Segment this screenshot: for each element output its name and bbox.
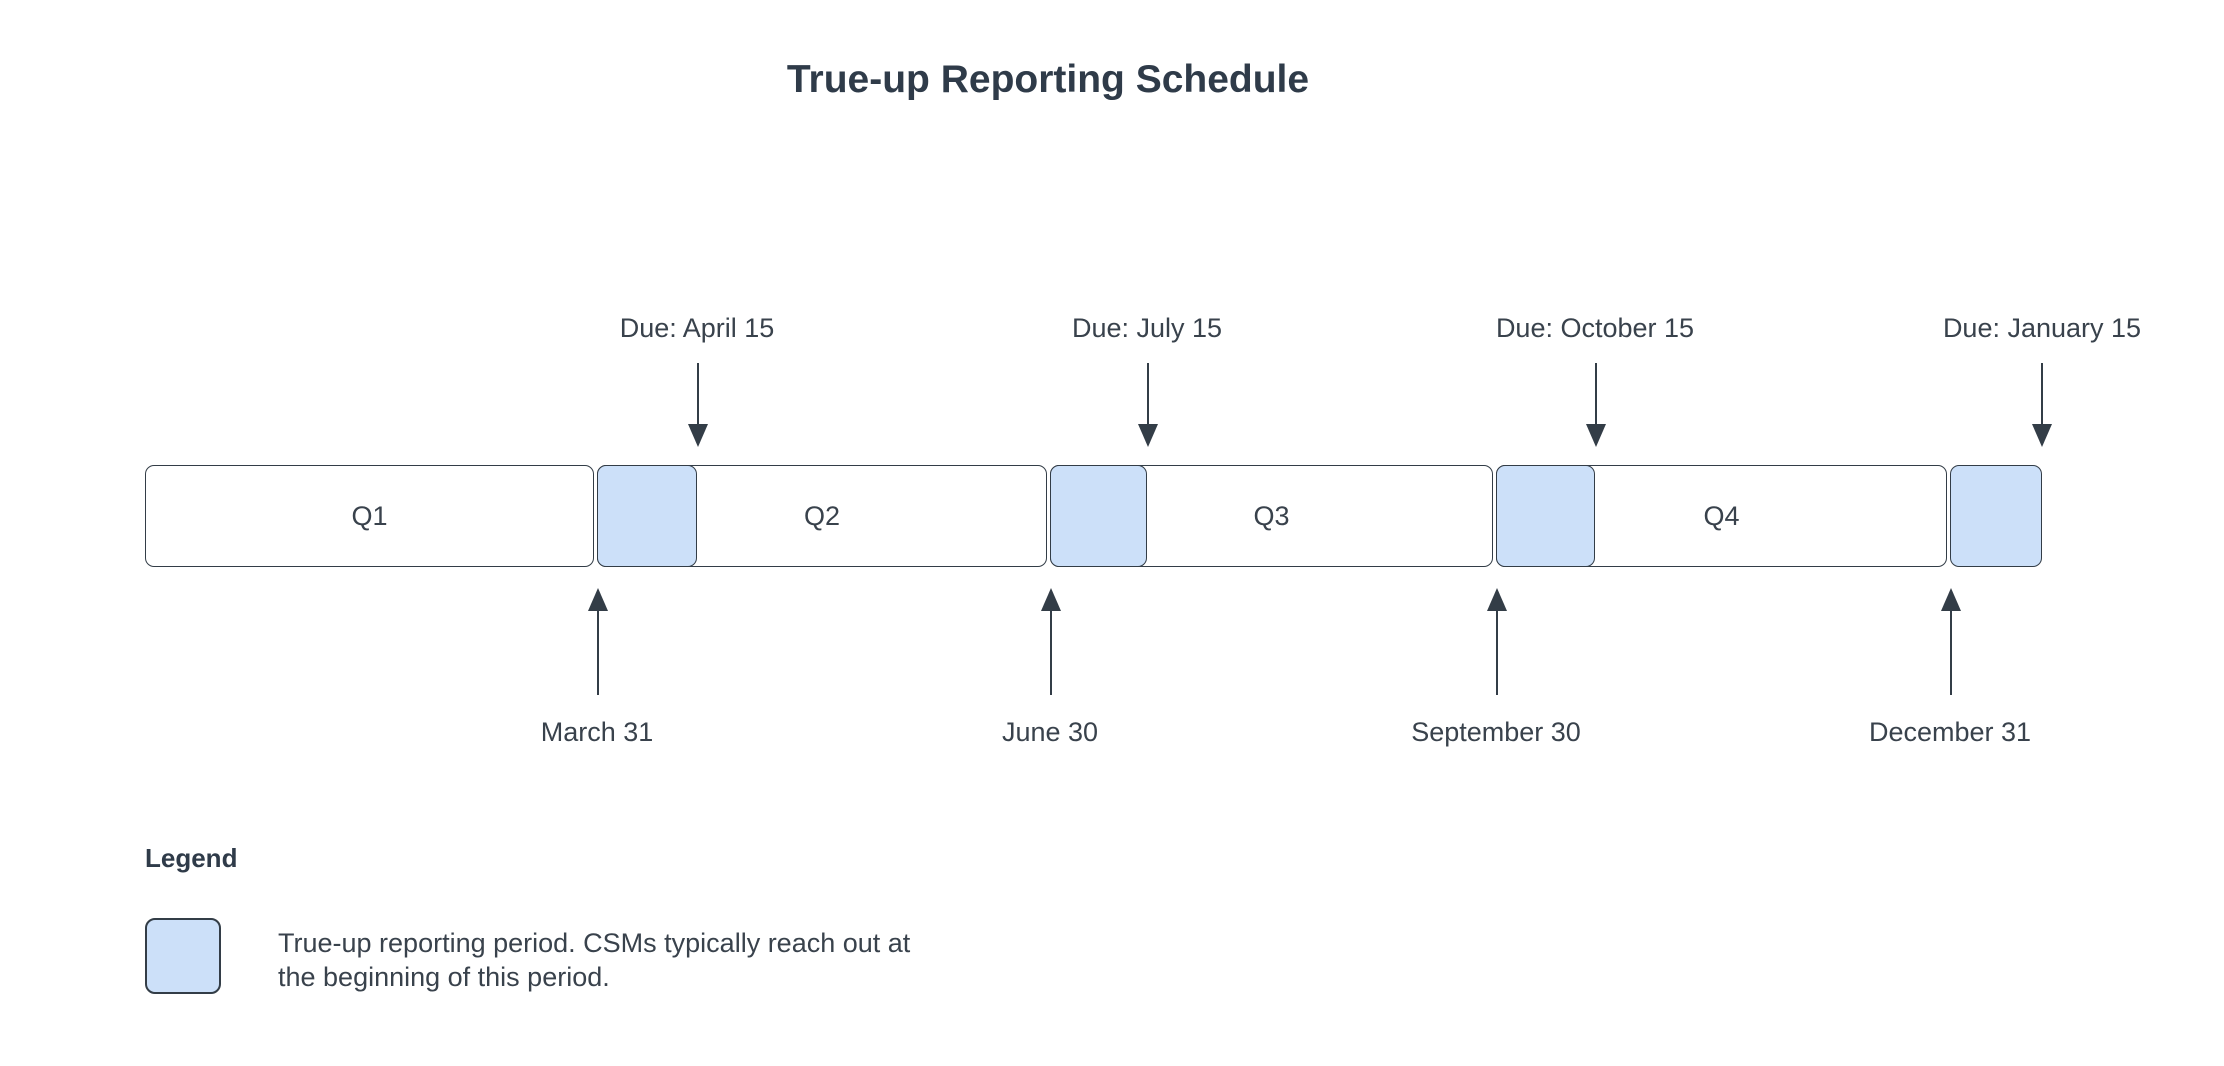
arrow-head (688, 424, 708, 447)
due-date-arrow-down-icon-q2 (1136, 363, 1160, 447)
arrow-shaft (1595, 363, 1597, 425)
quarter-end-arrow-up-icon-q2 (1039, 588, 1063, 695)
legend-description: True-up reporting period. CSMs typically… (278, 926, 910, 994)
due-date-label-q3: Due: October 15 (1495, 313, 1695, 343)
arrow-head (1041, 588, 1061, 611)
arrow-shaft (1950, 609, 1952, 695)
arrow-shaft (697, 363, 699, 425)
arrow-head (1138, 424, 1158, 447)
legend-heading: Legend (145, 843, 238, 873)
quarter-box-q1: Q1 (145, 465, 594, 567)
arrow-head (588, 588, 608, 611)
arrow-shaft (1496, 609, 1498, 695)
trueup-period-box-q1 (597, 465, 697, 567)
quarter-end-label-q3: September 30 (1411, 717, 1581, 747)
quarter-end-arrow-up-icon-q3 (1485, 588, 1509, 695)
quarter-end-label-q4: December 31 (1868, 717, 2032, 747)
quarter-label: Q2 (803, 500, 841, 531)
quarter-end-arrow-up-icon-q4 (1939, 588, 1963, 695)
trueup-period-box-q3 (1496, 465, 1595, 567)
arrow-head (1586, 424, 1606, 447)
arrow-shaft (2041, 363, 2043, 425)
arrow-shaft (1147, 363, 1149, 425)
due-date-label-q1: Due: April 15 (619, 313, 775, 343)
quarter-end-label-q1: March 31 (540, 717, 654, 747)
due-date-arrow-down-icon-q1 (686, 363, 710, 447)
trueup-period-box-q4 (1950, 465, 2042, 567)
legend-description-line1: True-up reporting period. CSMs typically… (278, 928, 911, 958)
legend-description-line2: the beginning of this period. (278, 962, 610, 992)
legend-trueup-period-swatch (145, 918, 221, 994)
arrow-head (1941, 588, 1961, 611)
due-date-arrow-down-icon-q4 (2030, 363, 2054, 447)
page-title: True-up Reporting Schedule (786, 58, 1310, 101)
trueup-period-box-q2 (1050, 465, 1147, 567)
arrow-head (2032, 424, 2052, 447)
due-date-label-q2: Due: July 15 (1071, 313, 1223, 343)
quarter-end-label-q2: June 30 (1001, 717, 1099, 747)
arrow-shaft (597, 609, 599, 695)
due-date-arrow-down-icon-q3 (1584, 363, 1608, 447)
quarter-label: Q1 (351, 500, 388, 531)
arrow-head (1487, 588, 1507, 611)
arrow-shaft (1050, 609, 1052, 695)
quarter-label: Q3 (1253, 500, 1290, 531)
due-date-label-q4: Due: January 15 (1942, 313, 2142, 343)
quarter-end-arrow-up-icon-q1 (586, 588, 610, 695)
quarter-label: Q4 (1703, 500, 1740, 531)
